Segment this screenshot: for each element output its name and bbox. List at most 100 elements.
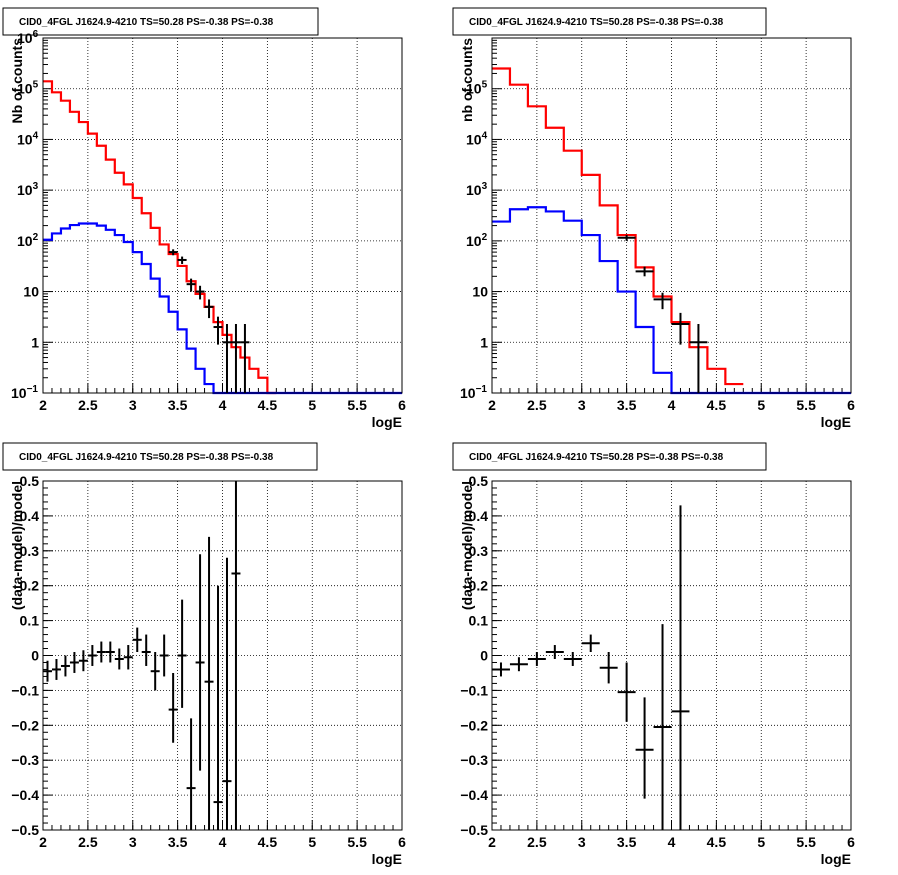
data-point <box>69 652 79 673</box>
x-tick-label: 2 <box>488 397 496 413</box>
y-axis-title: (data-model)/model <box>9 481 25 610</box>
x-tick-label: 4.5 <box>258 834 278 850</box>
x-tick-label: 5.5 <box>347 834 367 850</box>
x-axis-title: logE <box>821 851 851 867</box>
y-tick-label: 10 <box>23 284 39 300</box>
y-tick-label: 0 <box>480 648 488 664</box>
data-point <box>186 718 196 830</box>
data-point <box>186 278 196 292</box>
step-histogram-model-component <box>43 222 402 395</box>
y-tick-label: −0.5 <box>11 822 39 838</box>
data-point <box>195 285 205 300</box>
y-tick-label: 10 <box>472 284 488 300</box>
chart-title: CID0_4FGL J1624.9-4210 TS=50.28 PS=-0.38… <box>469 17 724 28</box>
y-tick-exponent: 5 <box>482 80 488 91</box>
y-tick-label: 1 <box>480 334 488 350</box>
y-tick-exponent: 2 <box>33 232 39 243</box>
y-tick-label: 0.1 <box>469 613 489 629</box>
plot-frame <box>491 37 852 394</box>
plot-frame <box>42 37 403 394</box>
y-tick-label: 0.3 <box>20 543 40 559</box>
y-tick-label: 0.2 <box>20 578 40 594</box>
data-point <box>159 634 169 677</box>
data-point <box>114 648 124 670</box>
data-point <box>671 312 690 345</box>
data-point <box>689 323 708 393</box>
data-point <box>51 658 61 680</box>
y-tick-exponent: −1 <box>27 384 39 395</box>
data-point <box>231 323 241 393</box>
data-point <box>132 627 142 653</box>
data-point <box>96 641 106 663</box>
y-tick-label: 103 <box>466 181 488 198</box>
data-point <box>204 536 214 830</box>
data-point <box>599 652 618 684</box>
data-point <box>60 655 70 677</box>
step-histogram-model-component <box>492 206 851 395</box>
data-point <box>177 599 187 708</box>
chart-title: CID0_4FGL J1624.9-4210 TS=50.28 PS=-0.38… <box>19 17 274 28</box>
data-point <box>563 652 582 666</box>
data-point <box>635 266 654 277</box>
y-tick-exponent: 4 <box>482 130 488 141</box>
data-point <box>617 662 636 722</box>
x-tick-label: 6 <box>398 834 406 850</box>
x-tick-label: 4 <box>668 834 676 850</box>
x-tick-label: 2 <box>39 834 47 850</box>
y-tick-label: 0.5 <box>20 473 40 489</box>
title-box <box>2 7 319 36</box>
data-point <box>671 505 690 830</box>
data-point <box>105 641 115 663</box>
x-tick-label: 6 <box>398 397 406 413</box>
y-tick-exponent: 3 <box>33 181 39 192</box>
y-tick-label: 0.4 <box>469 508 489 524</box>
y-axis-title: nb of counts <box>459 38 475 122</box>
data-point <box>141 634 151 666</box>
data-point <box>492 662 510 677</box>
chart-bottom-right: CID0_4FGL J1624.9-4210 TS=50.28 PS=-0.38… <box>452 442 855 867</box>
y-tick-label: 0 <box>31 648 39 664</box>
y-axis-title: (data-model)/model <box>459 481 475 610</box>
y-tick-label: −0.4 <box>11 787 39 803</box>
chart-title: CID0_4FGL J1624.9-4210 TS=50.28 PS=-0.38… <box>19 452 274 463</box>
x-tick-label: 3.5 <box>168 834 188 850</box>
x-tick-label: 2 <box>39 397 47 413</box>
x-tick-label: 4 <box>219 397 227 413</box>
data-point <box>527 652 546 666</box>
data-point <box>123 645 133 670</box>
title-box <box>452 442 767 471</box>
x-tick-label: 3 <box>578 397 586 413</box>
x-tick-label: 3.5 <box>617 397 637 413</box>
title-box <box>2 442 318 471</box>
y-tick-label: 10−1 <box>460 384 487 401</box>
y-tick-label: 0.1 <box>20 613 40 629</box>
y-tick-label: 103 <box>17 181 39 198</box>
y-tick-exponent: 6 <box>33 29 39 40</box>
x-tick-label: 5.5 <box>796 397 816 413</box>
x-tick-label: 4 <box>668 397 676 413</box>
y-tick-label: −0.2 <box>460 717 488 733</box>
x-tick-label: 2.5 <box>527 397 547 413</box>
data-point <box>204 299 214 319</box>
y-tick-label: −0.1 <box>11 682 39 698</box>
x-tick-label: 2.5 <box>527 834 547 850</box>
x-tick-label: 6 <box>847 834 855 850</box>
x-tick-label: 3 <box>129 834 137 850</box>
data-point <box>635 697 654 799</box>
y-axis-title: Nb of counts <box>9 38 25 124</box>
x-tick-label: 2.5 <box>78 397 98 413</box>
x-tick-label: 5 <box>757 834 765 850</box>
x-tick-label: 3 <box>129 397 137 413</box>
x-tick-label: 4.5 <box>707 397 727 413</box>
plot-frame <box>42 480 403 831</box>
x-tick-label: 2.5 <box>78 834 98 850</box>
data-point <box>195 554 205 771</box>
x-tick-label: 3.5 <box>168 397 188 413</box>
y-tick-label: −0.4 <box>460 787 488 803</box>
data-point <box>509 657 528 672</box>
y-tick-exponent: 3 <box>482 181 488 192</box>
x-tick-label: 4.5 <box>258 397 278 413</box>
y-tick-label: −0.2 <box>11 717 39 733</box>
x-tick-label: 5 <box>308 834 316 850</box>
y-tick-label: −0.3 <box>11 752 39 768</box>
